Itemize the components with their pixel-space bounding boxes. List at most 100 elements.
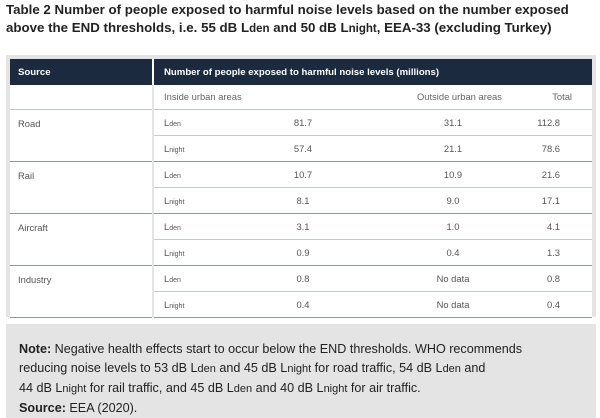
metric-subscript: night	[169, 250, 185, 258]
caption-sub-night: night	[348, 23, 377, 35]
note-sub: den	[442, 363, 461, 375]
metric-letter: L	[164, 194, 170, 206]
metric-cell: Lden	[153, 213, 213, 240]
outside-urban-value: 9.0	[393, 187, 513, 214]
caption-text: , EEA-33 (excluding Turkey)	[376, 20, 552, 35]
header-main: Number of people exposed to harmful nois…	[153, 59, 592, 85]
subheader-total: Total	[513, 85, 592, 110]
metric-subscript: den	[169, 172, 181, 180]
note-text: reducing noise levels to 53 dB L	[19, 361, 198, 375]
note-line-3: 44 dB Lnight for rail traffic, and 45 dB…	[19, 379, 596, 399]
note-label: Note:	[19, 342, 52, 356]
table-row: Industry Lden 0.8 No data 0.8	[10, 265, 592, 318]
outside-urban-value: 1.0	[393, 213, 513, 240]
total-value: 21.6	[513, 161, 592, 188]
metric-subscript: night	[169, 146, 185, 154]
table-row: Lnight 0.4 No data 0.4	[10, 291, 592, 318]
inside-urban-value: 10.7	[213, 161, 393, 188]
note-sub: den	[197, 363, 216, 375]
total-value: 78.6	[513, 135, 592, 162]
inside-urban-value: 57.4	[213, 135, 393, 162]
metric-subscript: night	[169, 302, 185, 310]
total-value: 112.8	[513, 109, 592, 136]
metric-subscript: night	[169, 198, 185, 206]
outside-urban-value: 31.1	[393, 109, 513, 136]
total-value: 0.8	[513, 265, 592, 292]
metric-letter: L	[164, 246, 170, 258]
metric-subscript: den	[169, 276, 181, 284]
inside-urban-value: 0.8	[213, 265, 393, 292]
note-text: for road traffic, 54 dB L	[311, 361, 443, 375]
metric-cell: Lnight	[153, 187, 213, 214]
source-cell: Aircraft	[10, 213, 154, 266]
outside-urban-value: 10.9	[393, 161, 513, 188]
source-text: EEA (2020).	[65, 401, 138, 415]
table-panel: Source Number of people exposed to harmf…	[6, 55, 596, 318]
inside-urban-value: 8.1	[213, 187, 393, 214]
note-text: for air traffic.	[347, 381, 421, 395]
metric-cell: Lnight	[153, 291, 213, 318]
metric-cell: Lden	[153, 265, 213, 292]
inside-urban-value: 0.9	[213, 239, 393, 266]
table-row: Lnight 0.9 0.4 1.3	[10, 239, 592, 266]
subheader-outside: Outside urban areas	[393, 85, 513, 110]
note-text: and 40 dB L	[252, 381, 324, 395]
metric-letter: L	[164, 298, 170, 310]
table-row: Rail Lden 10.7 10.9 21.6	[10, 161, 592, 214]
note-text: and 45 dB L	[215, 361, 288, 375]
total-value: 17.1	[513, 187, 592, 214]
metric-cell: Lden	[153, 161, 213, 188]
note-sub: night	[287, 363, 312, 375]
caption-sub-den: den	[249, 23, 270, 35]
note-sub: night	[62, 383, 87, 395]
inside-urban-value: 3.1	[213, 213, 393, 240]
total-value: 4.1	[513, 213, 592, 240]
table-body: Road Lden 81.7 31.1 112.8 Lnight 57.4 21.1 78.6 R…	[10, 109, 592, 318]
outside-urban-value: No data	[393, 291, 513, 318]
metric-letter: L	[164, 272, 170, 284]
note-line-1: Note: Negative health effects start to o…	[19, 340, 596, 359]
note-sub: night	[323, 383, 348, 395]
note-sub: den	[233, 383, 253, 395]
table-row: Road Lden 81.7 31.1 112.8	[10, 109, 592, 162]
metric-cell: Lnight	[153, 135, 213, 162]
metric-cell: Lnight	[153, 239, 213, 266]
outside-urban-value: 0.4	[393, 239, 513, 266]
source-cell: Road	[10, 109, 154, 162]
note-line-2: reducing noise levels to 53 dB Lden and …	[19, 359, 596, 379]
outside-urban-value: 21.1	[393, 135, 513, 162]
table-subheader-row: Inside urban areas Outside urban areas T…	[10, 85, 592, 110]
note-text: and	[460, 361, 486, 375]
subheader-blank	[10, 85, 154, 110]
caption-line-1: Table 2 Number of people exposed to harm…	[6, 2, 569, 17]
metric-subscript: den	[169, 224, 181, 232]
table-header-row: Source Number of people exposed to harmf…	[10, 59, 592, 85]
metric-letter: L	[164, 168, 170, 180]
noise-exposure-table: Source Number of people exposed to harmf…	[10, 59, 592, 318]
inside-urban-value: 81.7	[213, 109, 393, 136]
metric-cell: Lden	[153, 109, 213, 136]
metric-letter: L	[164, 142, 170, 154]
caption-text: above the END thresholds, i.e. 55 dB L	[6, 20, 250, 35]
table-caption: Table 2 Number of people exposed to harm…	[6, 1, 596, 38]
caption-text: and 50 dB L	[269, 20, 349, 35]
source-label: Source:	[19, 401, 66, 415]
metric-letter: L	[164, 116, 170, 128]
table-row: Lnight 8.1 9.0 17.1	[10, 187, 592, 214]
subheader-inside: Inside urban areas	[153, 85, 393, 110]
total-value: 1.3	[513, 239, 592, 266]
metric-subscript: den	[169, 120, 181, 128]
note-text: 44 dB L	[19, 381, 63, 395]
header-source: Source	[10, 59, 154, 85]
note-text: for rail traffic, and 45 dB L	[86, 381, 234, 395]
outside-urban-value: No data	[393, 265, 513, 292]
note-text: Negative health effects start to occur b…	[51, 342, 523, 356]
inside-urban-value: 0.4	[213, 291, 393, 318]
source-cell: Rail	[10, 161, 154, 214]
note-box: Note: Negative health effects start to o…	[6, 324, 596, 418]
total-value: 0.4	[513, 291, 592, 318]
note-source-line: Source: EEA (2020).	[19, 399, 596, 418]
table-row: Lnight 57.4 21.1 78.6	[10, 135, 592, 162]
metric-letter: L	[164, 220, 170, 232]
table-row: Aircraft Lden 3.1 1.0 4.1	[10, 213, 592, 266]
